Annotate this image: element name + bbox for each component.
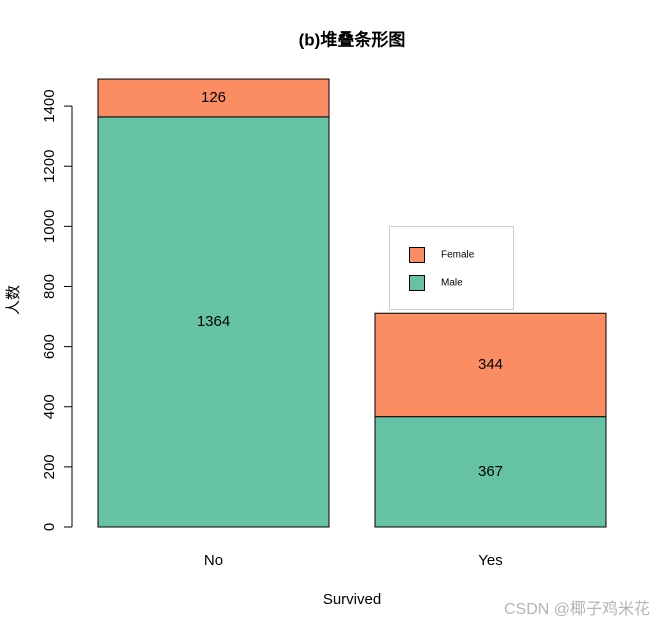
- y-tick-label: 400: [41, 394, 58, 419]
- x-tick-label: No: [204, 552, 223, 569]
- y-axis-label: 人数: [5, 285, 22, 315]
- y-tick-label: 1400: [41, 89, 58, 122]
- watermark: CSDN @椰子鸡米花: [504, 600, 650, 618]
- y-tick-label: 1000: [41, 210, 58, 243]
- y-tick-label: 1200: [41, 150, 58, 183]
- x-tick-label: Yes: [478, 552, 502, 569]
- data-label: 344: [478, 356, 503, 373]
- y-tick-label: 0: [41, 523, 58, 531]
- data-label: 126: [201, 89, 226, 106]
- legend-swatch: [409, 275, 425, 291]
- legend-swatch: [409, 247, 425, 263]
- bar-segment: [374, 312, 607, 418]
- data-label: 367: [478, 463, 503, 480]
- data-label: 1364: [197, 313, 230, 330]
- legend-label: Male: [441, 278, 463, 289]
- bar-segment: [97, 78, 330, 118]
- y-tick-label: 200: [41, 454, 58, 479]
- chart-title: (b)堆叠条形图: [299, 29, 406, 49]
- legend-label: Female: [441, 250, 475, 261]
- bar-segment: [97, 116, 330, 528]
- y-tick-label: 600: [41, 334, 58, 359]
- legend-box: [389, 226, 514, 310]
- x-axis-label: Survived: [323, 591, 381, 608]
- y-tick-label: 800: [41, 274, 58, 299]
